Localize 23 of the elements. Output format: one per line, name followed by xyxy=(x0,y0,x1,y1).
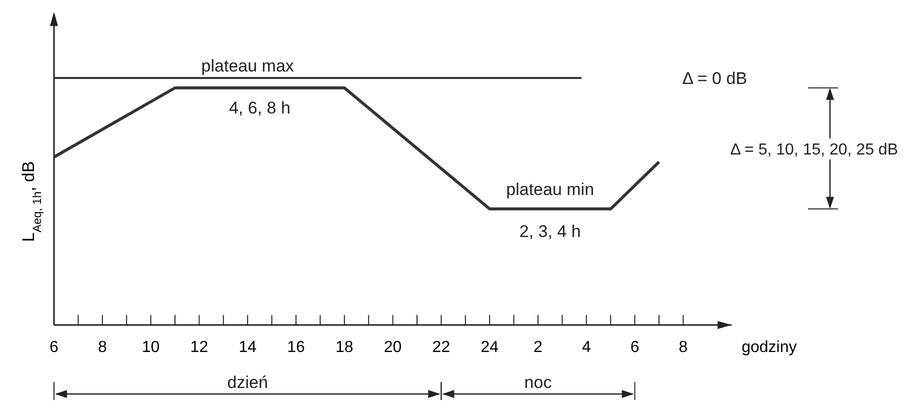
x-tick-label: 6 xyxy=(630,339,640,356)
x-tick-label: 10 xyxy=(142,339,160,356)
x-tick-label: 6 xyxy=(50,339,59,356)
x-tick-label: 12 xyxy=(190,339,208,356)
annotation: 2, 3, 4 h xyxy=(519,222,581,242)
x-tick-label: 4 xyxy=(582,339,591,356)
annotation: Δ = 0 dB xyxy=(682,69,748,88)
text: noc xyxy=(524,373,552,392)
x-tick-label: 14 xyxy=(238,339,257,356)
x-tick-label: 22 xyxy=(432,339,450,356)
text: dzień xyxy=(227,373,268,392)
x-tick-label: 18 xyxy=(336,339,354,356)
annotation: Δ = 5, 10, 15, 20, 25 dB xyxy=(730,141,898,158)
x-tick-label: 20 xyxy=(384,339,402,356)
x-axis-title: godziny xyxy=(742,339,797,356)
annotation: plateau min xyxy=(506,180,594,200)
x-tick-label: 8 xyxy=(98,339,107,356)
x-tick-label: 2 xyxy=(534,339,543,356)
x-tick-label: 24 xyxy=(480,339,499,356)
x-tick-label: 16 xyxy=(287,339,305,356)
x-tick-label: 8 xyxy=(678,339,688,356)
text: plateau max xyxy=(201,56,294,76)
annotation: 4, 6, 8 h xyxy=(228,98,290,118)
